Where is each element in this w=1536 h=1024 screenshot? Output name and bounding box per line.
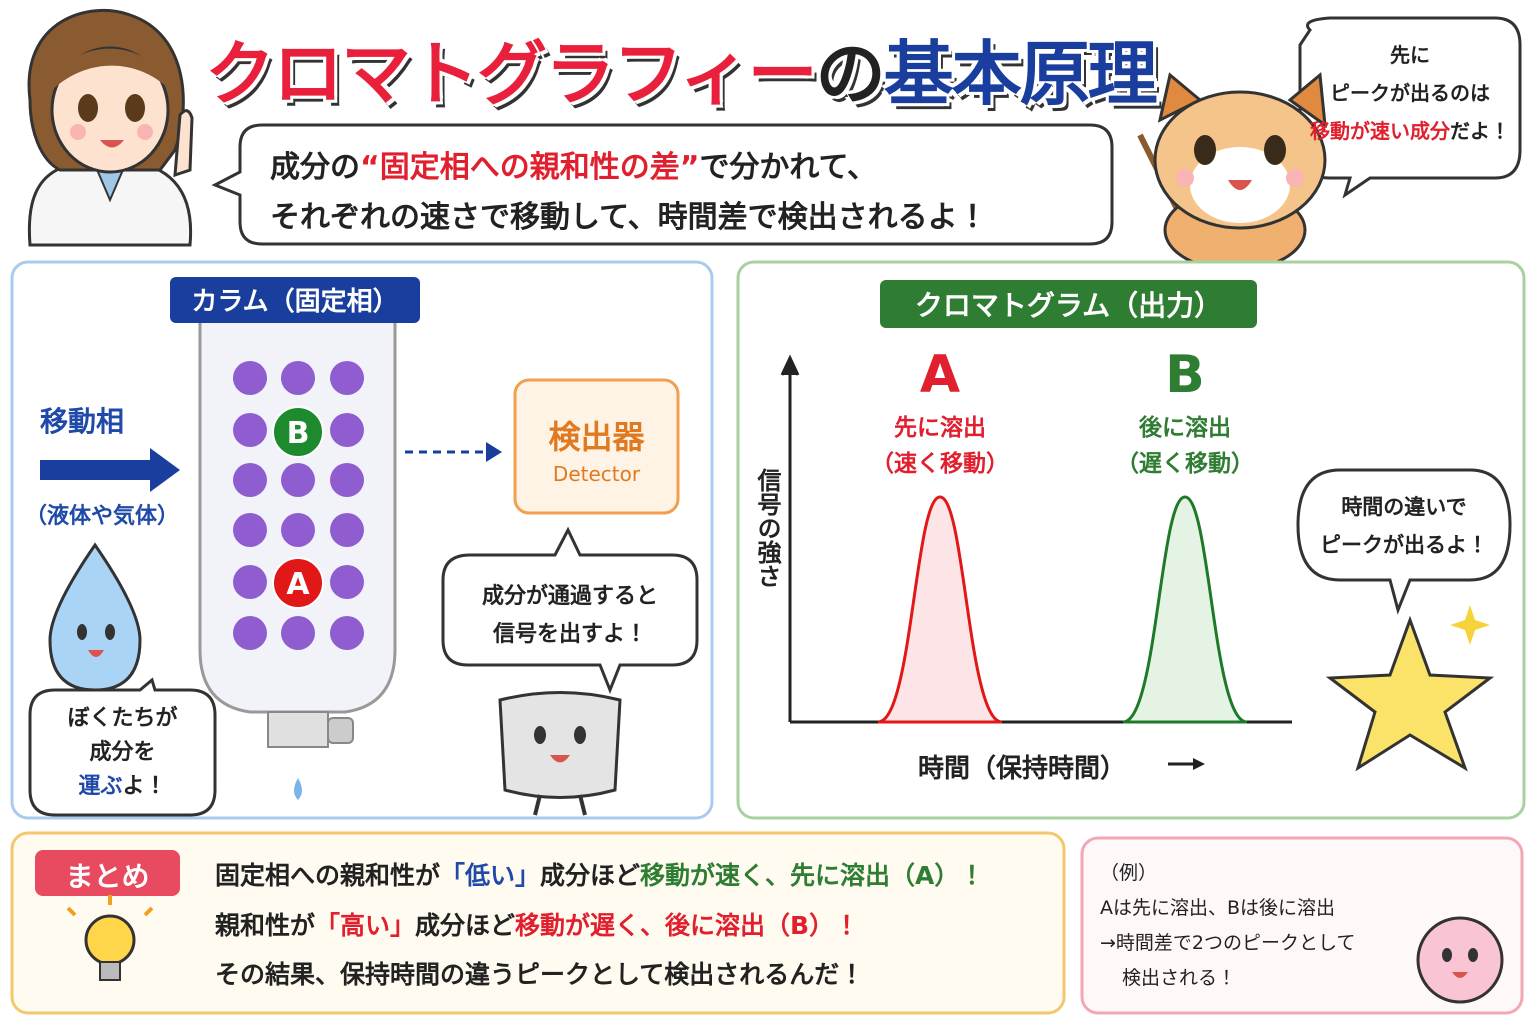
text: 親和性が xyxy=(215,911,316,940)
column-label: カラム（固定相） xyxy=(191,287,399,317)
text: 「低い」 xyxy=(440,861,541,890)
text: 先に xyxy=(1390,43,1430,67)
text: 移動が速く、先に溶出（A）！ xyxy=(640,861,985,890)
text: 信号を出すよ！ xyxy=(492,622,647,647)
chromatogram-label: クロマトグラム（出力） xyxy=(914,289,1223,322)
text: 後に溶出 xyxy=(1139,415,1231,441)
drop-bubble-text: ぼくたちが成分を運ぶよ！ xyxy=(30,702,215,804)
text: 移動が速い成分 xyxy=(1310,119,1450,143)
text: →時間差で2つのピークとして xyxy=(1100,932,1356,954)
pink-character xyxy=(1416,916,1504,1004)
cat-text: 先にピークが出るのは移動が速い成分だよ！ xyxy=(1300,36,1520,150)
text: 成分ほど xyxy=(540,861,641,890)
text: 「高い」 xyxy=(315,911,416,940)
star xyxy=(1325,615,1495,772)
text: “固定相への親和性の差” xyxy=(360,150,700,185)
text: 先に溶出 xyxy=(894,415,986,441)
detector-name: 検出器 xyxy=(548,418,645,456)
summary-line: その結果、保持時間の違うピークとして検出されるんだ！ xyxy=(215,960,865,989)
light-bulb xyxy=(66,895,154,981)
text: （遅く移動） xyxy=(1116,451,1254,477)
x-label: 時間（保持時間） xyxy=(918,754,1127,784)
detector-bubble xyxy=(441,526,699,695)
summary-label: まとめ xyxy=(65,860,150,893)
teacher xyxy=(27,8,194,247)
peak-name: B xyxy=(1165,345,1205,405)
mobile-phase: 移動相 xyxy=(40,405,125,438)
ball-label: A xyxy=(286,567,310,602)
chromatogram-label-box xyxy=(880,280,1257,328)
text: ぼくたちが xyxy=(67,706,178,731)
example-panel xyxy=(1080,836,1524,1015)
peak-note: 後に溶出 （遅く移動） xyxy=(1085,410,1285,482)
text: 移動が遅く、後に溶出（B）！ xyxy=(515,911,860,940)
intro-line: 成分の“固定相への親和性の差”で分かれて、 xyxy=(270,142,877,186)
title-part: クロマトグラフィー xyxy=(205,33,818,115)
mobile-arrow xyxy=(40,448,180,492)
peak-a xyxy=(877,495,1003,724)
star-bubble-text: 時間の違いで ピークが出るよ！ xyxy=(1298,488,1510,564)
detector-robot xyxy=(498,691,622,816)
text: （例） xyxy=(1100,862,1158,884)
text: よ！ xyxy=(122,774,167,799)
intro-line: それぞれの速さで移動して、時間差で検出されるよ！ xyxy=(270,200,988,235)
column xyxy=(198,318,397,800)
summary-label-box xyxy=(35,850,180,896)
text: ピークが出るのは xyxy=(1330,81,1490,105)
title: クロマトグラフィーの基本原理 xyxy=(205,18,1158,119)
summary-panel xyxy=(10,831,1066,1015)
text: だよ！ xyxy=(1450,119,1510,143)
intro-bubble xyxy=(211,123,1114,246)
y-label: 信号の強さ xyxy=(753,468,781,588)
sparkle xyxy=(1450,605,1490,645)
dashed-arrow xyxy=(405,442,502,462)
ball-label: B xyxy=(286,416,310,451)
detector-en: Detector xyxy=(552,462,641,486)
text: 固定相への親和性が xyxy=(215,861,441,890)
summary-line: 親和性が「高い」成分ほど移動が遅く、後に溶出（B）！ xyxy=(215,906,859,942)
x-arrow xyxy=(1168,758,1205,770)
column-label-box xyxy=(170,277,420,323)
text: 成分を xyxy=(89,740,156,765)
title-part: の xyxy=(815,33,886,115)
example-text: （例） Aは先に溶出、Bは後に溶出 →時間差で2つのピークとして検出される！ xyxy=(1100,856,1355,996)
text: （速く移動） xyxy=(871,451,1009,477)
text: 成分が通過すると xyxy=(481,584,658,609)
cat xyxy=(1137,72,1327,272)
text: 成分の xyxy=(270,150,360,185)
peak-name: A xyxy=(919,345,961,405)
text: 検出される！ xyxy=(1122,967,1237,989)
text: ピークが出るよ！ xyxy=(1320,533,1488,557)
peak-note: 先に溶出 （速く移動） xyxy=(840,410,1040,482)
peak-b xyxy=(1122,495,1248,724)
detector-bubble-text: 成分が通過すると 信号を出すよ！ xyxy=(443,578,697,654)
detector-box xyxy=(513,378,680,515)
text: Aは先に溶出、Bは後に溶出 xyxy=(1100,897,1336,919)
mobile-note: （液体や気体） xyxy=(25,504,180,529)
star-bubble xyxy=(1296,468,1512,615)
text: で分かれて、 xyxy=(699,150,878,185)
text: 時間の違いで xyxy=(1341,495,1467,519)
summary-line: 固定相への親和性が「低い」成分ほど移動が速く、先に溶出（A）！ xyxy=(215,856,984,892)
text: 成分ほど xyxy=(415,911,516,940)
title-part: 基本原理 xyxy=(883,33,1158,115)
text: 運ぶ xyxy=(78,774,123,799)
drop-bubble xyxy=(28,677,217,817)
